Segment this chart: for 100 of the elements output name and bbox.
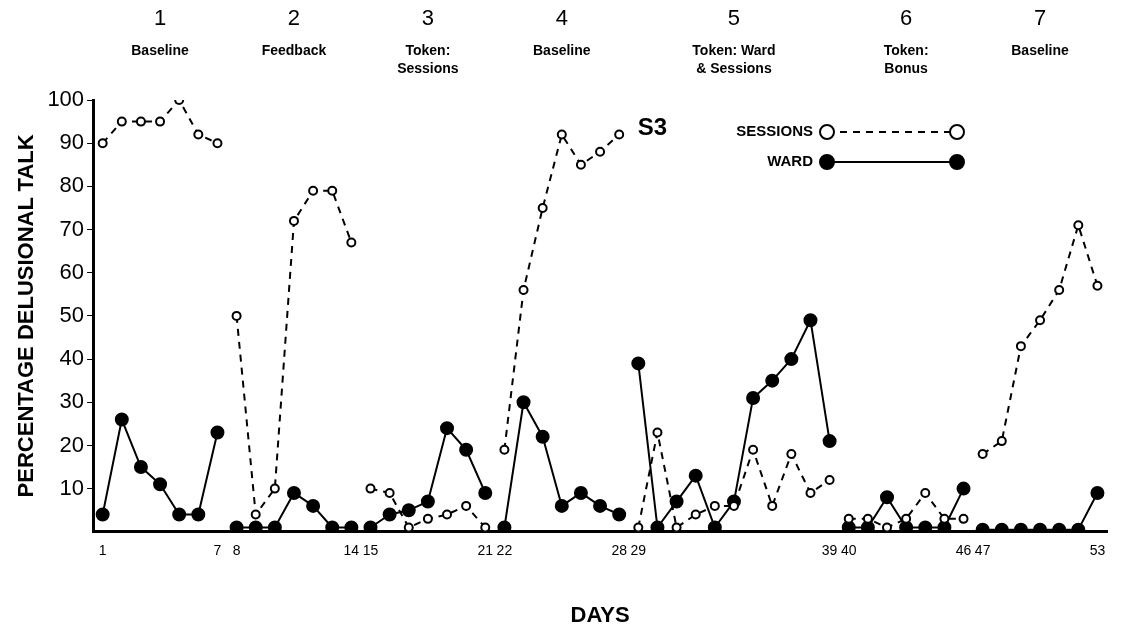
- point: [593, 498, 608, 513]
- point: [709, 500, 720, 511]
- point: [956, 481, 971, 496]
- point: [401, 503, 416, 518]
- y-tick-label: 60: [59, 258, 85, 284]
- point: [306, 498, 321, 513]
- point: [420, 494, 435, 509]
- point: [267, 520, 282, 532]
- x-tick-label: 40: [840, 542, 857, 559]
- point: [803, 313, 818, 328]
- point: [958, 513, 969, 524]
- point: [671, 522, 682, 532]
- point: [135, 116, 146, 127]
- point: [537, 202, 548, 213]
- point: [327, 185, 338, 196]
- point: [480, 522, 491, 532]
- point: [786, 449, 797, 460]
- text: 1 Baseline: [131, 5, 190, 58]
- point: [382, 507, 397, 522]
- point: [767, 500, 778, 511]
- y-tick-label: 70: [59, 215, 85, 241]
- y-tick-label: 40: [59, 345, 85, 371]
- point: [784, 352, 799, 367]
- point: [133, 460, 148, 475]
- point: [614, 129, 625, 140]
- point: [363, 520, 378, 532]
- point: [690, 509, 701, 520]
- legend-label: SESSIONS: [736, 122, 813, 140]
- x-tick-label: 21: [477, 542, 494, 559]
- point: [707, 520, 722, 532]
- point: [116, 116, 127, 127]
- point: [461, 500, 472, 511]
- point: [650, 520, 665, 532]
- x-tick-label: 46: [955, 542, 972, 559]
- point: [633, 522, 644, 532]
- x-tick-label: 8: [232, 542, 241, 559]
- point: [518, 284, 529, 295]
- x-tick-label: 47: [974, 542, 991, 559]
- point: [1073, 220, 1084, 231]
- x-tick-label: 7: [213, 542, 222, 559]
- x-tick-label: 1: [98, 542, 107, 559]
- point: [365, 483, 376, 494]
- text: 4 Baseline: [533, 5, 591, 58]
- text: 5 Token: Ward & Sessions: [692, 5, 776, 76]
- point: [595, 146, 606, 157]
- point: [344, 520, 359, 532]
- point: [805, 487, 816, 498]
- x-tick-label: 22: [496, 542, 513, 559]
- point: [918, 520, 933, 532]
- legend-label: WARD: [767, 152, 814, 170]
- point: [746, 390, 761, 405]
- point: [631, 356, 646, 371]
- x-tick-label: 15: [362, 542, 379, 559]
- point: [556, 129, 567, 140]
- text: 2 Feedback: [261, 5, 327, 58]
- point: [1092, 280, 1103, 291]
- point: [325, 520, 340, 532]
- point: [882, 522, 892, 532]
- point: [554, 498, 569, 513]
- point: [286, 485, 301, 500]
- y-tick-label: 30: [59, 388, 85, 414]
- point: [97, 138, 108, 149]
- point: [250, 509, 261, 520]
- text: 7 Baseline: [1011, 5, 1070, 58]
- y-axis-title: PERCENTAGE DELUSIONAL TALK: [13, 134, 39, 498]
- y-tick-label: 100: [47, 86, 85, 112]
- point: [231, 310, 242, 321]
- point: [977, 449, 988, 460]
- x-tick-label: 39: [821, 542, 838, 559]
- point: [499, 444, 510, 455]
- point: [573, 485, 588, 500]
- x-tick-label: 29: [630, 542, 647, 559]
- y-tick-label: 20: [59, 431, 85, 457]
- point: [652, 427, 663, 438]
- point: [288, 215, 299, 226]
- point: [422, 513, 433, 524]
- point: [824, 474, 835, 485]
- point: [765, 373, 780, 388]
- x-tick-label: 53: [1089, 542, 1106, 559]
- point: [497, 520, 512, 532]
- point: [95, 507, 110, 522]
- y-tick-label: 90: [59, 129, 85, 155]
- point: [210, 425, 225, 440]
- point: [1035, 315, 1046, 326]
- point: [403, 522, 414, 532]
- y-tick-label: 50: [59, 301, 85, 327]
- text: 3 Token: Sessions: [397, 5, 459, 76]
- point: [1054, 284, 1065, 295]
- point: [612, 507, 627, 522]
- point: [384, 487, 395, 498]
- point: [229, 520, 244, 532]
- point: [440, 421, 455, 436]
- point: [172, 507, 187, 522]
- annotation: S3: [637, 112, 667, 140]
- x-tick-label: 14: [343, 542, 360, 559]
- point: [308, 185, 319, 196]
- point: [269, 483, 280, 494]
- point: [669, 494, 684, 509]
- point: [346, 237, 357, 248]
- point: [688, 468, 703, 483]
